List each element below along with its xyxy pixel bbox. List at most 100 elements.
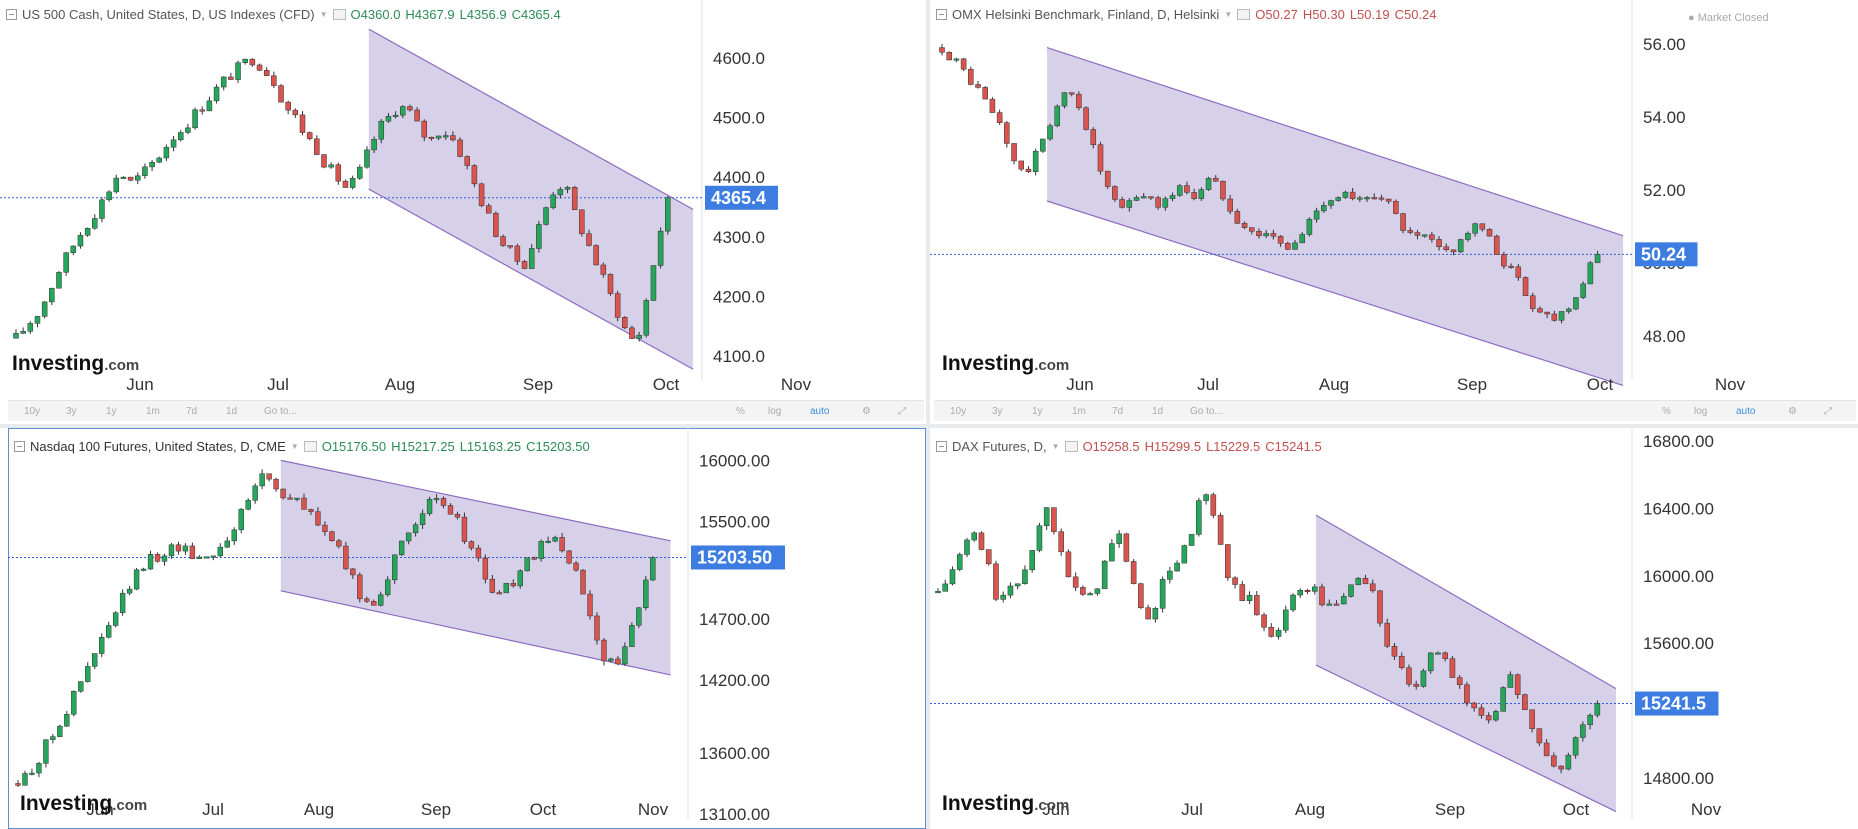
candle — [1249, 227, 1255, 235]
chart-svg-dax[interactable]: 16800.00 16400.00 16000.00 15600.00 14800.00… — [930, 428, 1858, 829]
candle-body — [1126, 200, 1133, 208]
panel-separator-vertical[interactable] — [926, 0, 930, 829]
x-tick-label: Oct — [1563, 800, 1590, 819]
tf-1y[interactable]: 1y — [106, 406, 117, 417]
tf-10y[interactable]: 10y — [950, 406, 967, 417]
candle-body — [545, 540, 551, 543]
candle — [953, 57, 960, 63]
candle — [471, 164, 478, 188]
chart-svg-nasdaq[interactable]: 16000.00 15500.00 14700.00 14200.00 13600.00… — [8, 428, 926, 829]
log-button[interactable]: log — [768, 406, 782, 417]
candle — [1500, 686, 1506, 712]
candle-body — [321, 154, 327, 168]
tf-1m[interactable]: 1m — [1072, 406, 1086, 417]
candle-body — [1234, 211, 1241, 224]
goto-button[interactable]: Go to... — [1190, 406, 1223, 417]
visibility-icon[interactable] — [332, 8, 346, 20]
auto-button[interactable]: auto — [1736, 406, 1756, 417]
candle — [199, 106, 205, 115]
chart-svg-omxh[interactable]: 56.0054.0052.0050.0048.0050.24JunJulAugS… — [930, 0, 1858, 424]
chart-panel-nasdaq[interactable]: 16000.00 15500.00 14700.00 14200.00 13600.00… — [8, 428, 926, 829]
candle-body — [228, 76, 234, 80]
visibility-icon[interactable] — [1237, 8, 1251, 20]
candle — [77, 232, 84, 249]
candle-body — [1076, 93, 1082, 109]
visibility-icon[interactable] — [1064, 440, 1078, 452]
candle-body — [1040, 138, 1046, 152]
tf-10y[interactable]: 10y — [24, 406, 41, 417]
candle-body — [1335, 197, 1341, 201]
collapse-icon[interactable] — [936, 440, 947, 452]
candle — [329, 530, 335, 542]
candle-body — [614, 293, 621, 318]
tf-1d[interactable]: 1d — [226, 406, 238, 417]
dropdown-icon[interactable]: ▼ — [1224, 9, 1233, 19]
tf-1m[interactable]: 1m — [146, 406, 160, 417]
tf-1y[interactable]: 1y — [1032, 406, 1043, 417]
last-price-badge — [1635, 242, 1698, 267]
candle — [308, 508, 314, 516]
candle — [1058, 528, 1064, 556]
candle-body — [1203, 494, 1209, 501]
percent-button[interactable]: % — [1662, 406, 1671, 417]
candle-body — [149, 161, 155, 168]
collapse-icon[interactable] — [6, 8, 17, 20]
candle-body — [63, 252, 69, 273]
candle — [1551, 310, 1558, 322]
candle — [1104, 170, 1111, 190]
goto-button[interactable]: Go to... — [264, 406, 297, 417]
candle-body — [238, 508, 244, 531]
chart-panel-dax[interactable]: 16800.00 16400.00 16000.00 15600.00 14800.00… — [930, 428, 1858, 829]
candle — [217, 543, 223, 558]
auto-button[interactable]: auto — [810, 406, 830, 417]
tf-1d[interactable]: 1d — [1152, 406, 1164, 417]
candle — [478, 182, 485, 208]
candle-body — [531, 557, 537, 560]
collapse-icon[interactable] — [14, 440, 25, 452]
candle-body — [1565, 308, 1572, 312]
settings-icon[interactable]: ⚙ — [862, 406, 871, 417]
fullscreen-icon[interactable]: ⤢ — [1824, 406, 1832, 417]
chart-panel-us500[interactable]: 4600.0 4500.0 4400.0 4300.0 4200.0 4100.0 4365… — [0, 0, 926, 424]
candle — [364, 146, 370, 169]
candle — [213, 84, 220, 104]
percent-button[interactable]: % — [736, 406, 745, 417]
candle — [398, 540, 405, 556]
candle-body — [982, 87, 988, 100]
fullscreen-icon[interactable]: ⤢ — [898, 406, 906, 417]
candle-body — [960, 58, 967, 70]
candle-body — [1263, 233, 1269, 237]
candle-body — [1393, 201, 1399, 214]
candle-body — [1191, 192, 1197, 199]
log-button[interactable]: log — [1694, 406, 1708, 417]
candle — [1328, 199, 1334, 209]
collapse-icon[interactable] — [936, 8, 947, 20]
tf-7d[interactable]: 7d — [186, 406, 198, 417]
settings-icon[interactable]: ⚙ — [1788, 406, 1797, 417]
dropdown-icon[interactable]: ▼ — [1051, 441, 1060, 451]
candle-body — [1558, 765, 1564, 770]
dropdown-icon[interactable]: ▼ — [319, 9, 328, 19]
candle — [85, 662, 91, 683]
tf-3y[interactable]: 3y — [66, 406, 77, 417]
candle — [292, 108, 299, 118]
candle — [235, 60, 241, 83]
candle-body — [450, 135, 456, 141]
chart-panel-omxh[interactable]: 56.0054.0052.0050.0048.0050.24JunJulAugS… — [930, 0, 1858, 424]
candle — [615, 656, 621, 666]
candle-body — [1378, 197, 1385, 200]
chart-svg-us500[interactable]: 4600.0 4500.0 4400.0 4300.0 4200.0 4100.0 4365… — [0, 0, 926, 424]
candle-body — [1587, 714, 1593, 725]
candle — [99, 197, 105, 223]
dropdown-icon[interactable]: ▼ — [290, 441, 299, 451]
candle-body — [428, 136, 435, 139]
candle — [1326, 599, 1333, 606]
candle — [266, 473, 272, 482]
tf-3y[interactable]: 3y — [992, 406, 1003, 417]
candle-body — [1104, 170, 1111, 187]
candle — [1522, 693, 1528, 710]
visibility-icon[interactable] — [303, 440, 317, 452]
tf-7d[interactable]: 7d — [1112, 406, 1124, 417]
chart-header-nasdaq: Nasdaq 100 Futures, United States, D, CM… — [14, 438, 590, 454]
candle-body — [643, 579, 649, 609]
